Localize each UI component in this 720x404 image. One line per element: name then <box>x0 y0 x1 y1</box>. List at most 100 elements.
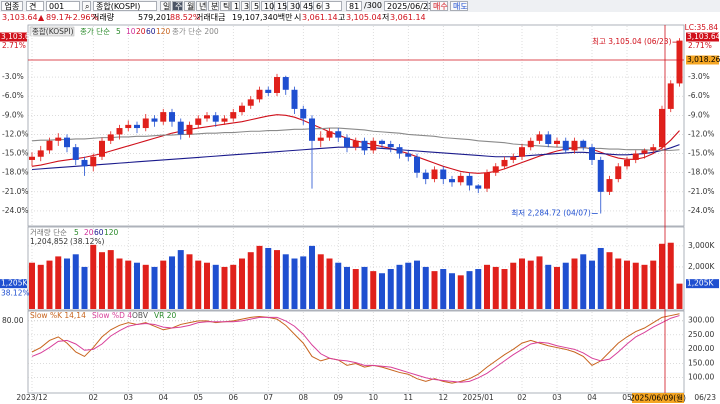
volume-bar <box>396 264 403 309</box>
period-button[interactable]: 년 <box>196 1 207 11</box>
candle-body <box>484 172 490 189</box>
volume-bar <box>379 273 385 309</box>
minute-button[interactable]: 3 <box>241 1 250 11</box>
candle-body <box>650 147 657 151</box>
candle-body <box>177 121 184 135</box>
volume-legend-period: 120 <box>104 228 119 237</box>
volume-last-right: 1,205K <box>687 279 714 288</box>
volume-bar <box>177 250 184 309</box>
volume-bar <box>282 254 289 309</box>
volume-bar <box>501 269 508 309</box>
volume-bar <box>650 260 657 309</box>
sell-button[interactable]: 매도 <box>450 1 468 11</box>
volume-bar <box>344 266 350 309</box>
candle-body <box>422 172 429 180</box>
candle-body <box>676 40 683 84</box>
minute-button[interactable]: 1 <box>231 1 240 11</box>
candle-body <box>641 150 648 154</box>
candle-body <box>326 131 333 138</box>
volume-bar <box>160 260 167 309</box>
name-field: 종합(KOSPI) <box>93 1 157 11</box>
candle-body <box>667 83 674 109</box>
volume-bar <box>484 264 490 309</box>
y-tick-label: 80.00 <box>2 316 24 325</box>
date-input[interactable]: 2025/06/23 <box>384 1 433 11</box>
volume-bar <box>580 254 587 309</box>
volume-bar <box>134 262 140 309</box>
candle-body <box>265 89 272 93</box>
candle-body <box>466 175 473 186</box>
volume-bar <box>247 252 254 309</box>
x-tick-label: 04 <box>587 393 597 402</box>
plot-layer: 2023/12 02 03 04 05 06 07 08 09 10 11 12 2025/01 02 03… <box>0 24 720 403</box>
volume-bar <box>221 266 228 309</box>
volume-bar <box>37 264 44 309</box>
minute-button[interactable]: 15 <box>274 1 287 11</box>
page-input[interactable]: 81 <box>346 1 362 11</box>
volume-bar <box>64 258 70 309</box>
candle-body <box>519 147 525 157</box>
buy-button[interactable]: 매수 <box>430 1 448 11</box>
y-tick-label: -18.0% <box>2 168 29 177</box>
period-button[interactable]: 월 <box>184 1 195 11</box>
type-select[interactable]: 견 <box>26 1 44 11</box>
x-tick-label: 04 <box>158 393 168 402</box>
indicator-legend: OBV <box>132 311 149 320</box>
change: 89.17 <box>46 13 69 22</box>
market-tab[interactable]: 업종 <box>1 1 23 11</box>
candle-body <box>440 169 447 180</box>
volume-bar <box>256 245 263 309</box>
candle-body <box>99 140 105 157</box>
minute-button[interactable]: 30 <box>287 1 300 11</box>
volume-bar <box>440 269 447 309</box>
volume-bar <box>274 250 280 309</box>
candle-body <box>589 147 595 160</box>
code-input[interactable]: 001 <box>46 1 80 11</box>
volume-bar <box>300 256 307 309</box>
candle-body <box>387 143 394 148</box>
candle-body <box>475 185 482 189</box>
legend-ma-period: 60 <box>146 27 156 36</box>
volume-bar <box>519 258 525 309</box>
period-button[interactable]: 분 <box>208 1 219 11</box>
volume-bar <box>387 269 394 309</box>
y-tick-label: 250.00 <box>688 330 714 339</box>
volume-bar <box>597 247 604 309</box>
candle-body <box>239 105 245 113</box>
x-tick-label: 2025/01 <box>463 393 494 402</box>
period-button[interactable]: 주 <box>172 1 183 11</box>
candle-body <box>545 134 552 144</box>
y-tick-label: -15.0% <box>688 149 715 158</box>
indicator-legend: Slow %K 14,14 <box>30 311 86 320</box>
candle-body <box>580 140 587 148</box>
y-tick-label: 150.00 <box>688 358 714 367</box>
period-button[interactable]: 틱 <box>220 1 231 11</box>
count-select[interactable]: 3 <box>322 1 342 11</box>
volume-bar <box>492 266 499 309</box>
candle-body <box>405 153 412 157</box>
candle-body <box>160 112 167 122</box>
volume-legend-period: 60 <box>94 228 104 237</box>
minute-button[interactable]: 5 <box>251 1 260 11</box>
volume-bar <box>571 258 578 309</box>
candle-body <box>247 99 254 106</box>
volume-bar <box>186 254 193 309</box>
minute-button[interactable]: 45 <box>300 1 313 11</box>
y-tick-label: -12.0% <box>2 129 29 138</box>
candle-body <box>344 137 350 148</box>
candle-body <box>536 134 543 141</box>
high-annotation: 최고 3,105.04 (06/23) <box>592 36 672 46</box>
candle-body <box>414 156 420 173</box>
search-button[interactable]: ⌕ <box>82 1 91 11</box>
last-price-right-box <box>686 32 719 42</box>
chart: 2023/12 02 03 04 05 06 07 08 09 10 11 12 2025/01 02 03… <box>0 24 720 404</box>
volume-bar <box>142 264 149 309</box>
background <box>0 24 720 404</box>
period-button[interactable]: 일 <box>160 1 171 11</box>
minute-button[interactable]: 10 <box>261 1 274 11</box>
candle-body <box>300 108 307 119</box>
candle-body <box>370 140 377 151</box>
y-tick-label: 2,000K <box>688 262 715 271</box>
last-pct-left: 2.71% <box>2 41 26 50</box>
